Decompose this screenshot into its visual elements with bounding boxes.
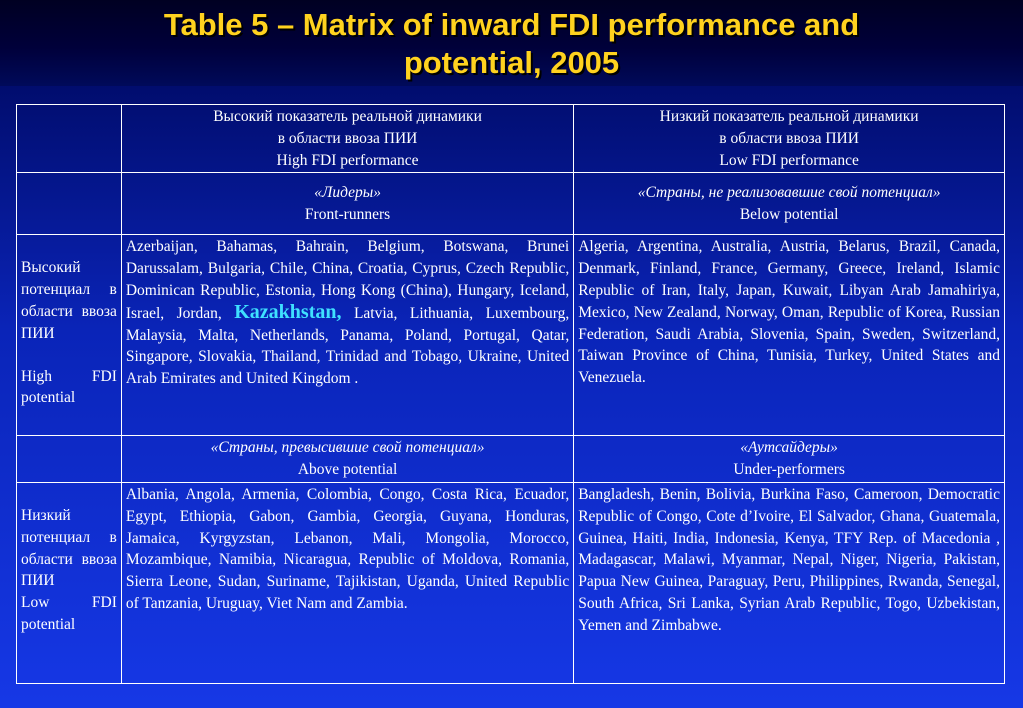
- header-low-ru-line-1: Низкий показатель реальной динамики: [659, 108, 919, 125]
- highlight-kazakhstan: Kazakhstan,: [234, 300, 342, 323]
- data-row-low-potential: Низкий потенциал в области ввоза ПИИ Low…: [16, 481, 1005, 684]
- header-high-ru-line-1: Высокий показатель реальной динамики: [213, 108, 482, 125]
- row-label-high-ru: Высокий потенциал в области ввоза ПИИ: [21, 259, 117, 342]
- header-high-en: High FDI performance: [276, 151, 419, 169]
- category-row-low-potential: «Страны, превысившие свой потенциал» Abo…: [16, 435, 1005, 483]
- title-band: [0, 0, 1023, 86]
- cell-front-runners: Azerbaijan, Bahamas, Bahrain, Belgium, B…: [120, 234, 575, 437]
- category-above-potential-ru: «Страны, превысившие свой потенциал»: [210, 439, 485, 457]
- row-label-low-potential: Низкий потенциал в области ввоза ПИИ Low…: [16, 481, 122, 684]
- row-label-low-en: Low FDI potential: [21, 594, 117, 633]
- category-under-performers-ru: «Аутсайдеры»: [740, 439, 838, 457]
- category-front-runners: «Лидеры» Front-runners: [120, 172, 575, 236]
- header-high-ru-line-2: в области ввоза ПИИ: [277, 129, 418, 147]
- front-runners-list-part-2: Latvia, Lithuania, Luxembourg, Malaysia,…: [125, 304, 570, 388]
- cell-below-potential: Algeria, Argentina, Australia, Austria, …: [573, 234, 1005, 437]
- category-under-performers: «Аутсайдеры» Under-performers: [573, 435, 1005, 483]
- empty-cell: [16, 172, 122, 236]
- header-low-en: Low FDI performance: [719, 151, 859, 169]
- row-label-high-en: High FDI potential: [21, 367, 117, 407]
- corner-cell: [16, 103, 122, 174]
- page-title: Table 5 – Matrix of inward FDI performan…: [0, 6, 1023, 82]
- row-label-high-potential: Высокий потенциал в области ввоза ПИИ Hi…: [16, 234, 122, 437]
- category-above-potential-en: Above potential: [297, 461, 398, 479]
- cell-under-performers: Bangladesh, Benin, Bolivia, Burkina Faso…: [573, 481, 1005, 684]
- front-runners-list-part-1: Azerbaijan, Bahamas, Bahrain, Belgium, B…: [125, 238, 570, 322]
- category-below-potential-ru: «Страны, не реализовавшие свой потенциал…: [637, 184, 941, 202]
- category-below-potential: «Страны, не реализовавшие свой потенциал…: [573, 172, 1005, 236]
- empty-cell: [16, 435, 122, 483]
- category-front-runners-ru: «Лидеры»: [314, 184, 381, 202]
- category-under-performers-en: Under-performers: [733, 461, 845, 479]
- header-low-performance: Низкий показатель реальной динамики в об…: [573, 103, 1005, 174]
- header-high-performance: Высокий показатель реальной динамики в о…: [120, 103, 575, 174]
- row-label-low-ru: Низкий потенциал в области ввоза ПИИ: [21, 506, 117, 590]
- category-below-potential-en: Below potential: [739, 205, 839, 223]
- page-title-line-2: potential, 2005: [403, 45, 620, 80]
- category-above-potential: «Страны, превысившие свой потенциал» Abo…: [120, 435, 575, 483]
- page-title-line-1: Table 5 – Matrix of inward FDI performan…: [163, 7, 860, 42]
- cell-above-potential: Albania, Angola, Armenia, Colombia, Cong…: [120, 481, 575, 684]
- category-row-high-potential: «Лидеры» Front-runners «Страны, не реали…: [16, 172, 1005, 236]
- category-front-runners-en: Front-runners: [304, 205, 391, 223]
- header-low-ru-line-2: в области ввоза ПИИ: [719, 129, 859, 147]
- data-row-high-potential: Высокий потенциал в области ввоза ПИИ Hi…: [16, 234, 1005, 437]
- fdi-matrix-table: Высокий показатель реальной динамики в о…: [16, 103, 1005, 684]
- table-header-row: Высокий показатель реальной динамики в о…: [16, 103, 1005, 174]
